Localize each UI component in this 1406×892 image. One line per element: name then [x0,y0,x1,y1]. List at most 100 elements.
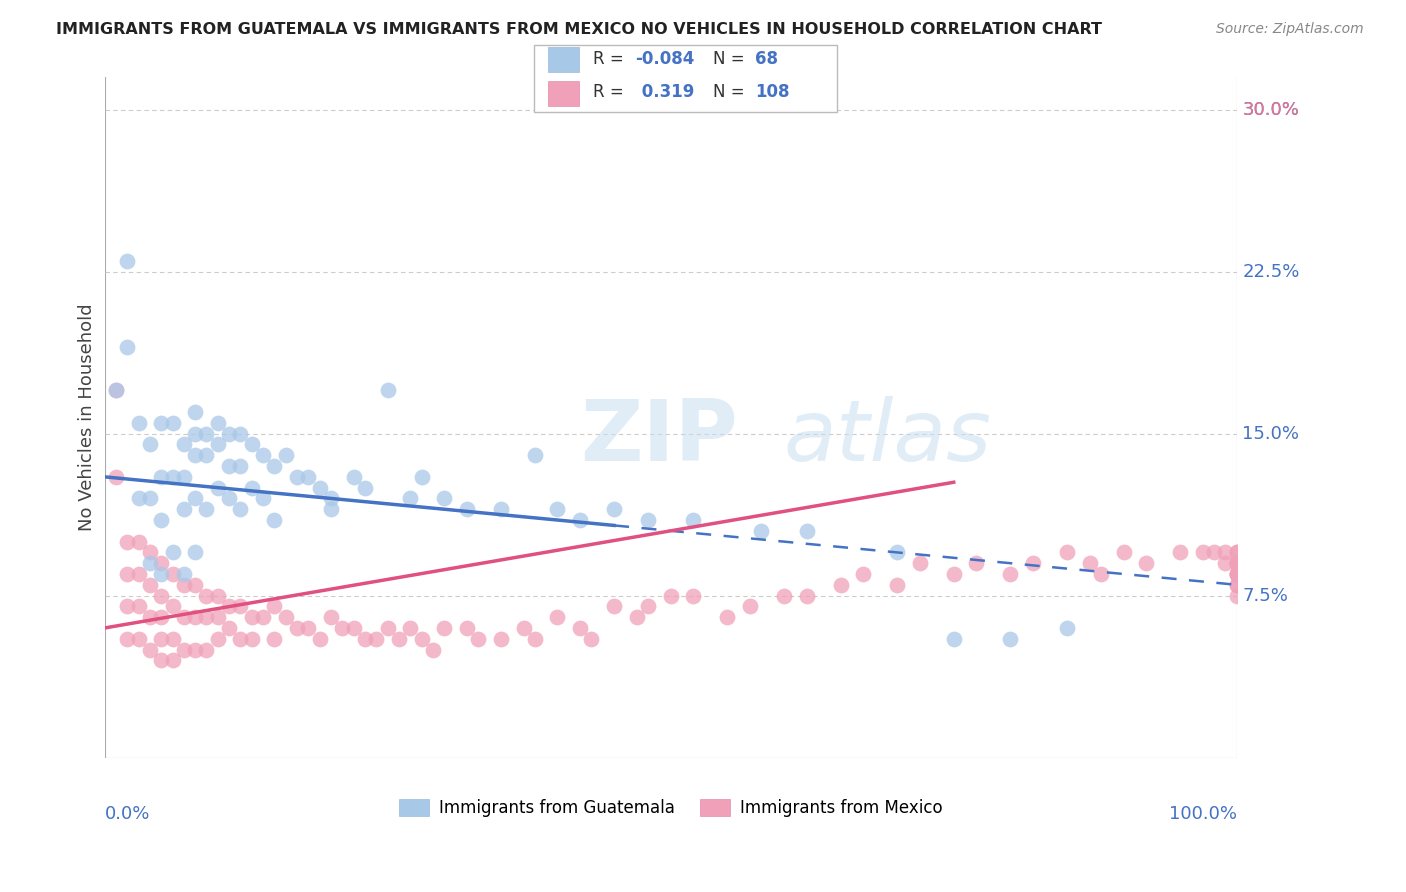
Point [489,502,512,516]
Point [150,566,173,581]
Point [546,610,568,624]
Text: R =: R = [593,50,630,68]
Point [1191,545,1213,559]
Text: 22.5%: 22.5% [1243,263,1299,281]
Point [263,513,285,527]
Point [195,589,218,603]
Point [218,621,240,635]
Point [433,621,456,635]
Point [150,653,173,667]
Point [150,556,173,570]
Point [773,589,796,603]
Point [139,556,162,570]
Point [1000,632,1022,646]
Point [626,610,648,624]
Point [104,470,127,484]
Point [603,599,626,614]
Point [218,426,240,441]
Point [229,458,252,473]
Point [104,384,127,398]
Point [433,491,456,506]
Point [603,502,626,516]
Point [456,502,478,516]
Legend: Immigrants from Guatemala, Immigrants from Mexico: Immigrants from Guatemala, Immigrants fr… [399,799,942,817]
Y-axis label: No Vehicles in Household: No Vehicles in Household [79,303,96,532]
Point [1226,578,1249,592]
Point [207,589,229,603]
Point [184,545,207,559]
Point [1135,556,1157,570]
Point [422,642,444,657]
Point [1226,556,1249,570]
Point [796,589,818,603]
Point [184,491,207,506]
Point [546,502,568,516]
Point [308,632,330,646]
Point [274,610,297,624]
Point [173,502,195,516]
Point [128,566,150,581]
Point [162,545,184,559]
Point [150,632,173,646]
Point [682,589,704,603]
Point [399,621,422,635]
Point [637,599,659,614]
Point [716,610,738,624]
Point [489,632,512,646]
Point [377,621,399,635]
Point [1215,545,1237,559]
Point [1112,545,1135,559]
Point [162,632,184,646]
Text: 100.0%: 100.0% [1168,805,1237,823]
Point [399,491,422,506]
Point [252,448,274,462]
Point [274,448,297,462]
Point [830,578,852,592]
Point [240,610,263,624]
Point [184,610,207,624]
Point [1226,566,1249,581]
Point [319,502,342,516]
Text: 0.319: 0.319 [636,83,695,102]
Point [162,416,184,430]
Point [218,599,240,614]
Point [128,416,150,430]
Point [184,426,207,441]
Point [117,340,139,354]
Point [263,458,285,473]
Point [354,481,377,495]
Text: 7.5%: 7.5% [1243,587,1288,605]
Point [117,254,139,268]
Point [117,534,139,549]
Text: 0.0%: 0.0% [104,805,150,823]
Point [297,470,319,484]
Point [218,491,240,506]
Point [1226,566,1249,581]
Point [128,534,150,549]
Point [139,578,162,592]
Point [150,589,173,603]
Point [1226,566,1249,581]
Point [1022,556,1045,570]
Point [297,621,319,635]
Point [207,610,229,624]
Point [377,384,399,398]
Text: ZIP: ZIP [581,396,738,479]
Text: -0.084: -0.084 [636,50,695,68]
Text: IMMIGRANTS FROM GUATEMALA VS IMMIGRANTS FROM MEXICO NO VEHICLES IN HOUSEHOLD COR: IMMIGRANTS FROM GUATEMALA VS IMMIGRANTS … [56,22,1102,37]
Point [388,632,411,646]
Point [1215,556,1237,570]
Point [104,384,127,398]
Point [195,502,218,516]
Text: atlas: atlas [785,396,991,479]
Point [173,470,195,484]
Point [150,470,173,484]
Point [150,610,173,624]
Point [207,632,229,646]
Point [173,578,195,592]
Point [162,470,184,484]
Point [218,458,240,473]
Point [150,513,173,527]
Text: 108: 108 [755,83,790,102]
Point [184,448,207,462]
